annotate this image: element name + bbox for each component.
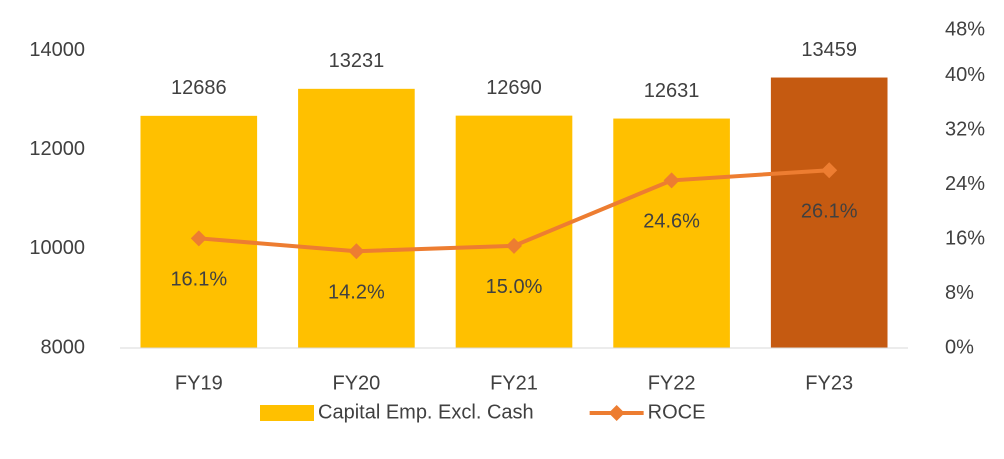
y-tick-label: 8000 [41, 336, 86, 358]
y2-tick-label: 48% [945, 18, 985, 40]
y-tick-label: 14000 [29, 39, 85, 61]
line-marker [821, 162, 838, 179]
legend-label: ROCE [648, 401, 706, 423]
line-value-label: 24.6% [643, 211, 700, 233]
bar-value-label: 12686 [171, 77, 227, 99]
y-tick-label: 10000 [29, 237, 85, 259]
legend-swatch [260, 405, 314, 421]
y2-tick-label: 32% [945, 118, 985, 140]
line-value-label: 15.0% [486, 276, 543, 298]
line-value-label: 26.1% [801, 200, 858, 222]
y2-tick-label: 0% [945, 336, 974, 358]
y2-tick-label: 40% [945, 64, 985, 86]
legend-marker [608, 405, 625, 421]
x-tick-label: FY19 [175, 372, 223, 394]
line-value-label: 16.1% [170, 269, 227, 291]
bar [455, 115, 573, 348]
x-tick-label: FY20 [332, 372, 380, 394]
y-tick-label: 12000 [29, 138, 85, 160]
line-marker [190, 230, 207, 247]
bar-value-label: 12631 [644, 80, 700, 102]
x-tick-label: FY21 [490, 372, 538, 394]
line-value-label: 14.2% [328, 282, 385, 304]
bar [770, 77, 888, 348]
y2-tick-label: 24% [945, 173, 985, 195]
bar [298, 88, 415, 348]
legend-label: Capital Emp. Excl. Cash [318, 401, 534, 423]
line-marker [663, 172, 680, 189]
x-tick-label: FY23 [805, 372, 853, 394]
line-marker [506, 237, 522, 254]
y2-tick-label: 8% [945, 282, 974, 304]
line-marker [348, 243, 365, 260]
bar-value-label: 13459 [801, 39, 857, 61]
bar [613, 118, 730, 349]
y2-tick-label: 16% [945, 227, 985, 249]
bar-value-label: 12690 [486, 77, 542, 99]
bar-value-label: 13231 [329, 50, 385, 72]
x-tick-label: FY22 [648, 372, 696, 394]
